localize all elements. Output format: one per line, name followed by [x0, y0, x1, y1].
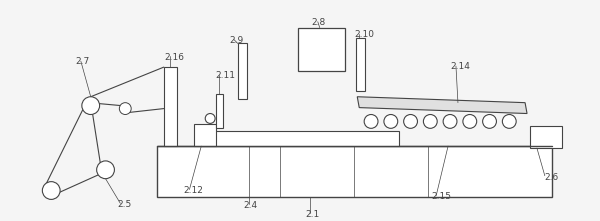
Text: 2.14: 2.14 [450, 62, 470, 71]
Text: 2.12: 2.12 [184, 186, 203, 194]
Circle shape [463, 114, 476, 128]
Circle shape [424, 114, 437, 128]
Bar [356, 38, 365, 91]
Circle shape [82, 97, 100, 114]
Circle shape [482, 114, 496, 128]
Text: 2.16: 2.16 [165, 53, 185, 62]
Bar [194, 124, 216, 146]
Text: 2.15: 2.15 [431, 192, 451, 202]
Bar [216, 94, 223, 128]
Text: 2.1: 2.1 [305, 210, 319, 219]
Circle shape [404, 114, 418, 128]
Bar [157, 146, 552, 197]
Circle shape [384, 114, 398, 128]
Bar [201, 131, 399, 146]
Circle shape [43, 182, 60, 199]
Bar [298, 28, 346, 71]
Text: 2.5: 2.5 [118, 200, 131, 209]
Text: 2.6: 2.6 [545, 173, 559, 182]
Circle shape [97, 161, 115, 179]
Text: 2.7: 2.7 [75, 57, 89, 66]
Circle shape [364, 114, 378, 128]
Bar [164, 67, 176, 146]
Polygon shape [357, 97, 527, 114]
Circle shape [205, 114, 215, 123]
Bar [530, 126, 562, 148]
Text: 2.11: 2.11 [215, 71, 235, 80]
Text: 2.10: 2.10 [354, 30, 374, 39]
Text: 2.8: 2.8 [312, 18, 326, 27]
Text: 2.4: 2.4 [244, 201, 258, 210]
Circle shape [443, 114, 457, 128]
Bar [238, 44, 247, 99]
Circle shape [119, 103, 131, 114]
Text: 2.9: 2.9 [229, 36, 243, 45]
Circle shape [502, 114, 516, 128]
